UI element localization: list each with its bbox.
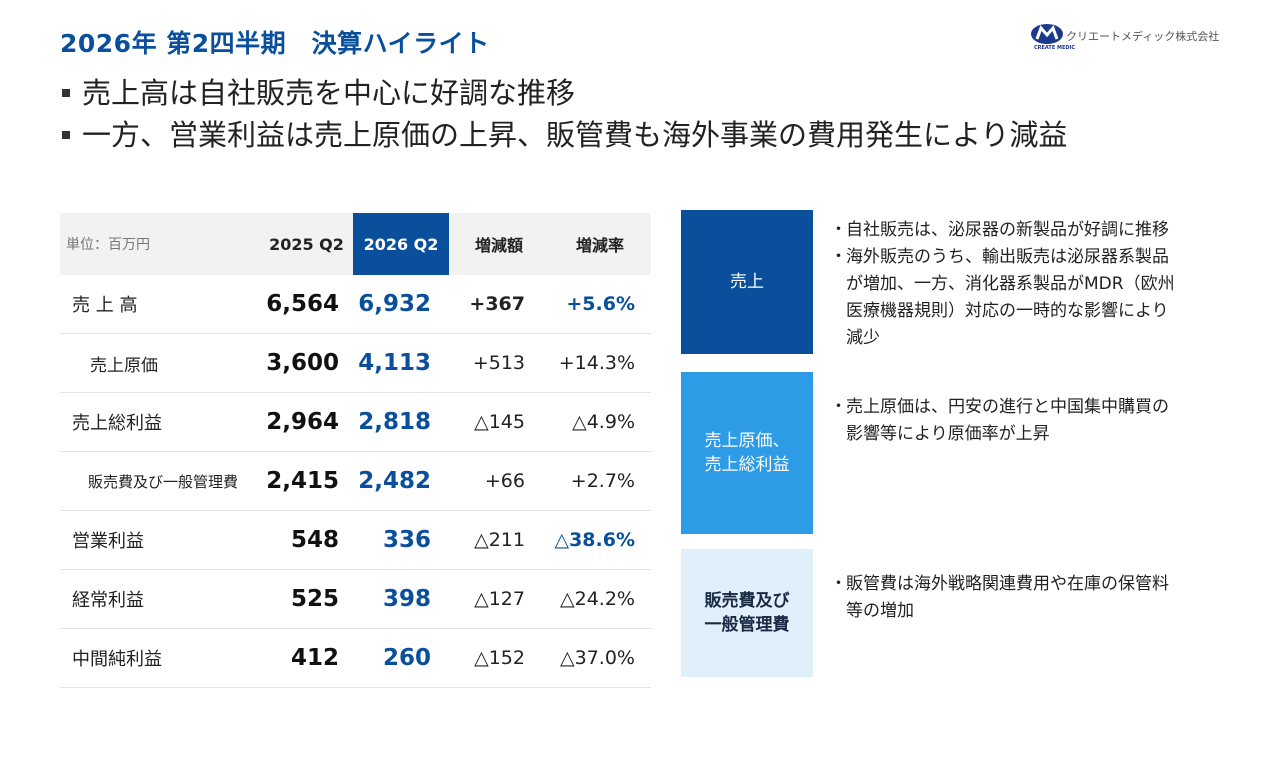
value-2026: 4,113 [353,333,449,393]
value-rate: +14.3% [549,333,651,393]
bullet-dot: ・ [830,220,847,240]
logo-text: クリエートメディック株式会社 [1066,30,1220,43]
table-row: 販売費及び一般管理費 2,415 2,482 +66 +2.7% [60,451,651,511]
headline-bullets: 売上高は自社販売を中心に好調な推移 一方、営業利益は売上原価の上昇、販管費も海外… [60,72,1067,156]
category-box-cost: 売上原価、 売上総利益 [681,372,813,534]
value-2025: 412 [260,628,353,688]
table-row: 営業利益 548 336 △211 △38.6% [60,510,651,570]
category-label: 一般管理費 [704,615,790,635]
headline-text: 売上高は自社販売を中心に好調な推移 [82,76,576,110]
headline-bullet: 一方、営業利益は売上原価の上昇、販管費も海外事業の費用発生により減益 [60,114,1067,156]
row-label: 販売費及び一般管理費 [60,451,260,511]
value-2025: 2,964 [260,392,353,452]
unit-label: 単位：百万円 [60,213,260,275]
value-diff: △211 [449,510,549,570]
row-label: 経常利益 [60,569,260,629]
value-rate: △37.0% [549,628,651,688]
value-2025: 525 [260,569,353,629]
bullet-dot: ・ [830,397,847,417]
logo-subtext: CREATE MEDIC [1034,45,1076,51]
row-label: 売 上 高 [60,275,260,334]
value-2025: 548 [260,510,353,570]
table-row: 経常利益 525 398 △127 △24.2% [60,569,651,629]
page-title: 2026年 第2四半期 決算ハイライト [60,29,490,58]
bullet-dot: ・ [830,574,847,594]
note-item: ・ 海外販売のうち、輸出販売は泌尿器系製品 が増加、一方、消化器系製品がMDR（… [830,244,1250,352]
col-header-diff: 増減額 [449,213,549,275]
value-2026: 260 [353,628,449,688]
value-2025: 6,564 [260,275,353,334]
headline-text: 一方、営業利益は売上原価の上昇、販管費も海外事業の費用発生により減益 [82,118,1068,152]
category-label: 売上原価、 [704,431,790,451]
row-label: 売上総利益 [60,392,260,452]
note-text: 海外販売のうち、輸出販売は泌尿器系製品 が増加、一方、消化器系製品がMDR（欧州… [846,247,1175,348]
value-2026: 2,818 [353,392,449,452]
note-text: 売上原価は、円安の進行と中国集中購買の 影響等により原価率が上昇 [846,397,1169,444]
sga-notes: ・ 販管費は海外戦略関連費用や在庫の保管料 等の増加 [830,571,1250,625]
square-bullet-icon [62,89,70,97]
bullet-dot: ・ [830,247,847,267]
row-label: 売上原価 [60,333,260,393]
row-label: 中間純利益 [60,628,260,688]
square-bullet-icon [62,131,70,139]
category-label: 販売費及び [704,591,790,611]
table-row: 売上総利益 2,964 2,818 △145 △4.9% [60,392,651,452]
value-diff: △152 [449,628,549,688]
value-rate: △4.9% [549,392,651,452]
table-row: 売上原価 3,600 4,113 +513 +14.3% [60,333,651,393]
value-diff: +513 [449,333,549,393]
company-logo: クリエートメディック株式会社 CREATE MEDIC [1030,20,1230,52]
value-2026: 2,482 [353,451,449,511]
value-2026: 6,932 [353,275,449,334]
category-label: 売上総利益 [704,455,790,475]
cost-notes: ・ 売上原価は、円安の進行と中国集中購買の 影響等により原価率が上昇 [830,394,1250,448]
col-header-rate: 増減率 [549,213,651,275]
value-diff: +66 [449,451,549,511]
note-item: ・ 販管費は海外戦略関連費用や在庫の保管料 等の増加 [830,571,1250,625]
table-row: 売 上 高 6,564 6,932 +367 +5.6% [60,275,651,334]
category-box-sales: 売上 [681,210,813,354]
col-header-2026: 2026 Q2 [353,213,449,275]
value-2026: 336 [353,510,449,570]
value-2026: 398 [353,569,449,629]
logo-mark-icon [1031,24,1063,44]
value-rate: +5.6% [549,275,651,334]
note-item: ・ 自社販売は、泌尿器の新製品が好調に推移 [830,217,1250,244]
financial-table: 単位：百万円 2025 Q2 2026 Q2 増減額 増減率 売 上 高 6,5… [60,213,651,688]
table-row: 中間純利益 412 260 △152 △37.0% [60,628,651,688]
category-box-sga: 販売費及び 一般管理費 [681,549,813,677]
value-diff: +367 [449,275,549,334]
note-text: 自社販売は、泌尿器の新製品が好調に推移 [846,220,1169,240]
note-text: 販管費は海外戦略関連費用や在庫の保管料 等の増加 [846,574,1169,621]
value-2025: 2,415 [260,451,353,511]
category-label: 売上 [730,272,764,292]
value-rate: △24.2% [549,569,651,629]
sales-notes: ・ 自社販売は、泌尿器の新製品が好調に推移 ・ 海外販売のうち、輸出販売は泌尿器… [830,217,1250,352]
value-2025: 3,600 [260,333,353,393]
value-rate: △38.6% [549,510,651,570]
headline-bullet: 売上高は自社販売を中心に好調な推移 [60,72,1067,114]
value-rate: +2.7% [549,451,651,511]
table-header-row: 単位：百万円 2025 Q2 2026 Q2 増減額 増減率 [60,213,651,275]
row-label: 営業利益 [60,510,260,570]
col-header-2025: 2025 Q2 [260,213,353,275]
value-diff: △145 [449,392,549,452]
value-diff: △127 [449,569,549,629]
note-item: ・ 売上原価は、円安の進行と中国集中購買の 影響等により原価率が上昇 [830,394,1250,448]
